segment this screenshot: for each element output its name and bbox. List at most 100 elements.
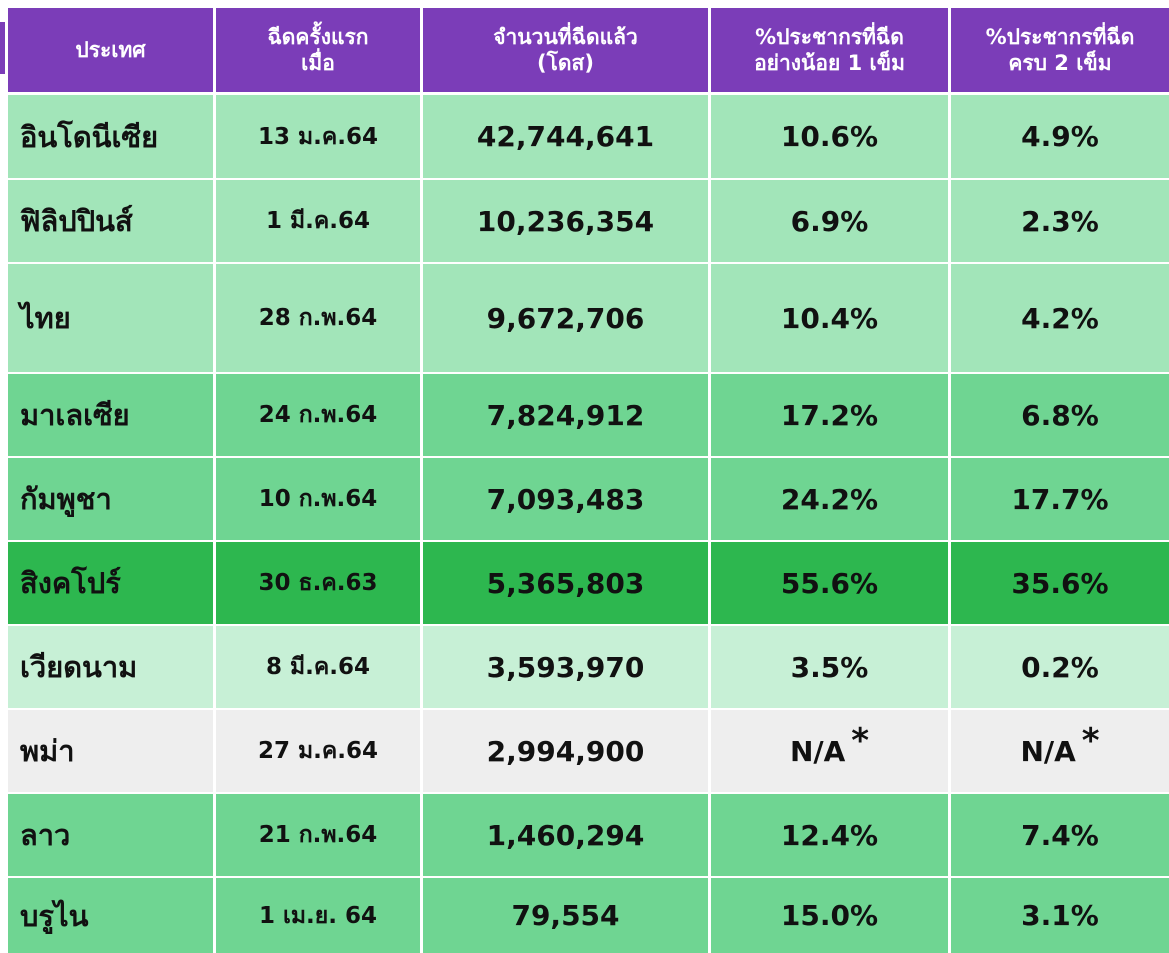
table-cell: 28 ก.พ.64	[216, 264, 420, 372]
header-cell: ฉีดครั้งแรก เมื่อ	[216, 8, 420, 92]
cell-text: 1 มี.ค.64	[265, 208, 371, 234]
cell-text: N/A	[1020, 734, 1076, 768]
table-cell: 21 ก.พ.64	[216, 794, 420, 876]
header-cell: %ประชากรที่ฉีด อย่างน้อย 1 เข็ม	[711, 8, 948, 92]
cell-text: พม่า	[20, 734, 75, 768]
table-cell: N/A *	[711, 710, 948, 792]
cell-text: 7,093,483	[486, 482, 645, 516]
cell-text: ลาว	[20, 818, 71, 852]
footnote-mark: *	[851, 721, 870, 761]
cell-text: 10 ก.พ.64	[258, 486, 378, 512]
cell-text: ฟิลิปปินส์	[20, 204, 133, 238]
header-cell: จำนวนที่ฉีดแล้ว (โดส)	[423, 8, 708, 92]
cell-text: 7.4%	[1021, 818, 1099, 852]
cell-text: 15.0%	[780, 899, 879, 932]
cell-text: 2,994,900	[486, 734, 645, 768]
table-cell: 30 ธ.ค.63	[216, 542, 420, 624]
cell-text: 13 ม.ค.64	[257, 123, 379, 150]
cell-text: บรูไน	[20, 898, 89, 933]
table-cell: 55.6%	[711, 542, 948, 624]
cell-text: มาเลเซีย	[20, 398, 130, 432]
header-text: ฉีดครั้งแรก เมื่อ	[267, 24, 369, 75]
table-cell: 1 มี.ค.64	[216, 180, 420, 262]
table-cell: 35.6%	[951, 542, 1169, 624]
table-cell: 3,593,970	[423, 626, 708, 708]
table-cell: N/A *	[951, 710, 1169, 792]
table-cell: 3.5%	[711, 626, 948, 708]
table-cell: 4.9%	[951, 95, 1169, 178]
cell-text: 10.6%	[780, 120, 879, 153]
cell-text: 1 เม.ย. 64	[259, 902, 377, 929]
table-cell: 7.4%	[951, 794, 1169, 876]
table-cell: 24 ก.พ.64	[216, 374, 420, 456]
table-cell: 8 มี.ค.64	[216, 626, 420, 708]
cell-text: 10.4%	[780, 301, 879, 335]
table-cell: 2.3%	[951, 180, 1169, 262]
cell-text: 6.8%	[1021, 398, 1099, 432]
table-cell: สิงคโปร์	[8, 542, 213, 624]
cell-text: 9,672,706	[486, 301, 645, 335]
cell-text: 10,236,354	[476, 204, 655, 238]
cell-text: อินโดนีเซีย	[20, 119, 159, 154]
table-cell: 5,365,803	[423, 542, 708, 624]
table-cell: 1,460,294	[423, 794, 708, 876]
cell-text: 4.9%	[1021, 120, 1099, 153]
cell-text: 24 ก.พ.64	[258, 402, 378, 428]
cell-text: กัมพูชา	[20, 482, 112, 516]
cell-text: 21 ก.พ.64	[258, 822, 378, 848]
cell-text: 42,744,641	[476, 120, 655, 153]
table-cell: บรูไน	[8, 878, 213, 953]
table-cell: 15.0%	[711, 878, 948, 953]
table-cell: กัมพูชา	[8, 458, 213, 540]
table-cell: 79,554	[423, 878, 708, 953]
table-cell: 6.9%	[711, 180, 948, 262]
cell-text: 24.2%	[780, 482, 879, 516]
table-cell: มาเลเซีย	[8, 374, 213, 456]
table-cell: 17.2%	[711, 374, 948, 456]
cell-text: 79,554	[511, 899, 620, 932]
cell-text: 3,593,970	[486, 650, 645, 684]
cell-text: 3.5%	[790, 650, 869, 684]
table-cell: 24.2%	[711, 458, 948, 540]
cell-text: 30 ธ.ค.63	[258, 570, 378, 596]
cell-text: เวียดนาม	[20, 650, 138, 684]
cell-text: 5,365,803	[486, 566, 645, 600]
table-cell: 9,672,706	[423, 264, 708, 372]
table-cell: 7,093,483	[423, 458, 708, 540]
cell-text: N/A	[789, 734, 846, 768]
table-cell: 13 ม.ค.64	[216, 95, 420, 178]
table-cell: เวียดนาม	[8, 626, 213, 708]
table-cell: พม่า	[8, 710, 213, 792]
cell-text: 35.6%	[1011, 566, 1109, 600]
cell-text: 0.2%	[1021, 650, 1099, 684]
table-cell: 10.6%	[711, 95, 948, 178]
cell-text: ไทย	[20, 301, 71, 335]
cell-text: 4.2%	[1021, 301, 1099, 335]
cell-text: 1,460,294	[486, 818, 645, 852]
cell-text: 28 ก.พ.64	[258, 305, 378, 331]
header-text: %ประชากรที่ฉีด อย่างน้อย 1 เข็ม	[754, 24, 905, 75]
cell-text: 3.1%	[1021, 899, 1099, 932]
cell-text: 6.9%	[790, 204, 869, 238]
cell-text: 17.2%	[780, 398, 879, 432]
cell-text: 8 มี.ค.64	[265, 654, 371, 680]
table-cell: 1 เม.ย. 64	[216, 878, 420, 953]
header-cell: ประเทศ	[8, 8, 213, 92]
cell-text: สิงคโปร์	[20, 566, 121, 600]
cell-text: 55.6%	[780, 566, 879, 600]
table-cell: ฟิลิปปินส์	[8, 180, 213, 262]
header-text: จำนวนที่ฉีดแล้ว (โดส)	[493, 24, 638, 75]
table-cell: ไทย	[8, 264, 213, 372]
table-cell: อินโดนีเซีย	[8, 95, 213, 178]
table-cell: 2,994,900	[423, 710, 708, 792]
edge-strip	[0, 22, 5, 74]
cell-text: 17.7%	[1011, 482, 1109, 516]
cell-text: 2.3%	[1021, 204, 1099, 238]
cell-text: 12.4%	[780, 818, 879, 852]
cell-text: 7,824,912	[486, 398, 645, 432]
header-cell: %ประชากรที่ฉีด ครบ 2 เข็ม	[951, 8, 1169, 92]
table-cell: 17.7%	[951, 458, 1169, 540]
table-cell: 10 ก.พ.64	[216, 458, 420, 540]
table-cell: ลาว	[8, 794, 213, 876]
